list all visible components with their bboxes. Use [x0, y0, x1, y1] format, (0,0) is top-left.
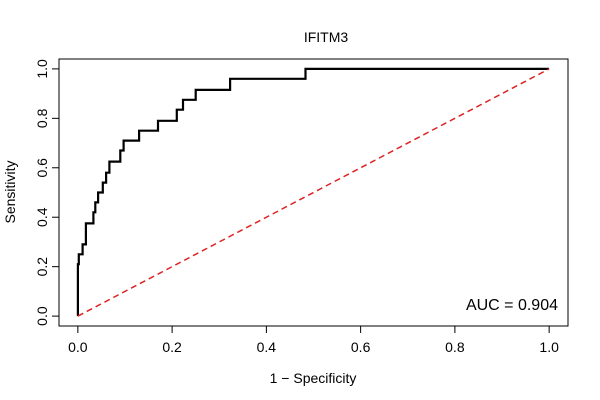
y-axis-label: Sensitivity	[2, 160, 18, 223]
x-tick-label: 1.0	[539, 339, 559, 355]
y-tick-label: 0.8	[34, 108, 50, 128]
x-tick-label: 0.6	[351, 339, 371, 355]
x-tick-label: 0.4	[257, 339, 277, 355]
x-axis: 0.0 0.2 0.4 0.6 0.8 1.0	[68, 325, 559, 355]
roc-curve-line	[76, 67, 550, 317]
y-tick-label: 0.4	[34, 207, 50, 227]
reference-diagonal-line	[77, 68, 550, 317]
y-tick-label: 0.2	[34, 257, 50, 277]
x-tick-label: 0.0	[68, 339, 88, 355]
y-tick-label: 1.0	[34, 59, 50, 79]
x-tick-label: 0.8	[445, 339, 465, 355]
auc-annotation: AUC = 0.904	[466, 297, 558, 314]
y-tick-label: 0.6	[34, 158, 50, 178]
x-tick-label: 0.2	[162, 339, 182, 355]
chart-title: IFITM3	[304, 29, 349, 45]
y-axis: 0.0 0.2 0.4 0.6 0.8 1.0	[34, 59, 60, 326]
x-axis-label: 1 − Specificity	[270, 370, 357, 386]
y-tick-label: 0.0	[34, 306, 50, 326]
series-layer	[76, 67, 550, 317]
